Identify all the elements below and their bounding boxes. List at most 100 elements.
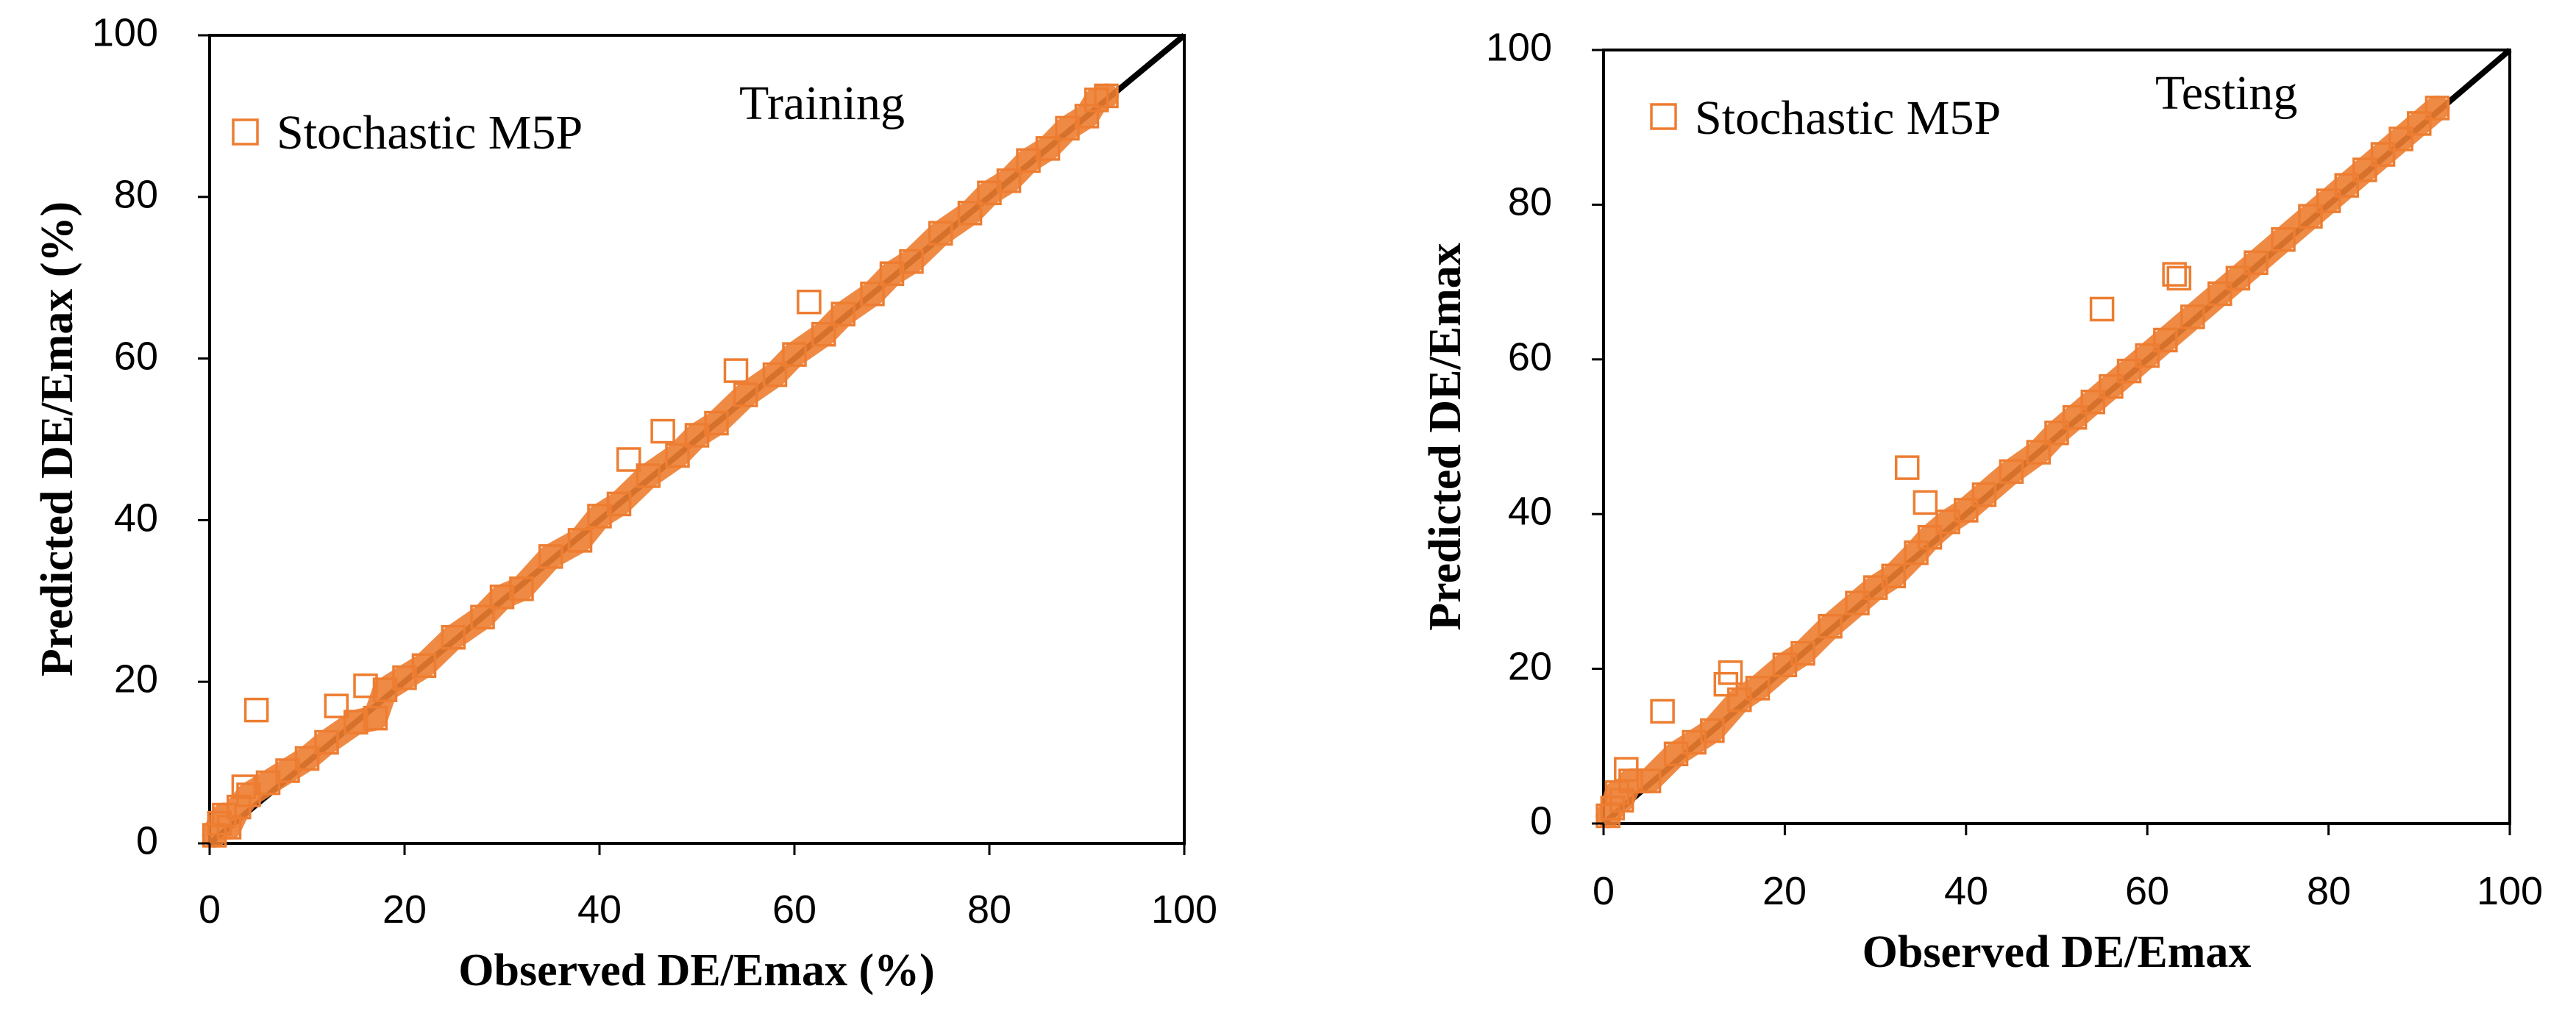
data-point	[2370, 142, 2396, 167]
x-tick-label: 0	[1593, 869, 1615, 913]
panel-annotation: Testing	[2155, 66, 2297, 120]
data-point	[2316, 188, 2341, 213]
data-point	[470, 604, 495, 630]
y-tick-label: 80	[1508, 179, 1552, 224]
data-point	[567, 528, 593, 553]
data-point	[2162, 262, 2187, 287]
data-point	[1609, 787, 1634, 813]
data-point	[1881, 563, 1906, 589]
legend-marker	[232, 118, 259, 146]
data-point	[616, 447, 641, 472]
data-point	[344, 710, 369, 735]
data-point	[411, 653, 437, 678]
data-point	[1971, 482, 1997, 507]
y-axis-title: Predicted DE/Emax	[1420, 243, 1470, 631]
data-point	[538, 544, 563, 569]
data-point	[797, 289, 822, 315]
data-point	[2298, 204, 2323, 229]
y-tick-label: 20	[1508, 644, 1552, 688]
legend-label: Stochastic M5P	[1695, 91, 2001, 145]
x-tick-label: 100	[1151, 887, 1217, 932]
x-tick-label: 60	[772, 887, 816, 932]
x-tick-label: 40	[1944, 869, 1988, 913]
data-point	[1094, 83, 1119, 109]
panel-annotation: Training	[739, 76, 905, 130]
data-point	[2244, 250, 2269, 276]
legend-marker	[1650, 103, 1677, 130]
x-tick-label: 100	[2477, 869, 2543, 913]
data-point	[1954, 498, 1979, 523]
plot-frame	[208, 34, 1186, 845]
data-point	[489, 585, 515, 610]
data-point	[2388, 126, 2413, 151]
y-tick-label: 60	[114, 334, 158, 378]
y-tick-label: 60	[1508, 335, 1552, 379]
marks-layer	[202, 32, 1186, 849]
data-point	[1894, 455, 1920, 480]
data-point	[509, 576, 534, 601]
data-point	[1636, 768, 1662, 793]
data-point	[2044, 420, 2069, 446]
plot-frame	[1602, 49, 2511, 825]
y-tick-label: 0	[1530, 799, 1552, 843]
data-point	[665, 443, 690, 468]
data-point	[1913, 490, 1938, 515]
data-point	[324, 693, 349, 718]
y-tick-label: 100	[1486, 25, 1552, 69]
data-point	[1035, 136, 1061, 161]
x-tick-label: 80	[967, 887, 1011, 932]
data-point	[957, 201, 983, 226]
data-point	[2080, 389, 2106, 415]
data-point	[294, 746, 320, 771]
data-point	[1845, 590, 1870, 615]
data-point	[231, 774, 257, 799]
data-point	[1999, 459, 2024, 485]
data-point	[2089, 296, 2115, 322]
marks-layer	[1595, 47, 2512, 829]
data-point	[2334, 173, 2359, 198]
data-point	[636, 463, 661, 488]
x-tick-label: 80	[2307, 869, 2351, 913]
data-point	[2407, 111, 2432, 136]
data-point	[1650, 699, 1675, 724]
data-point	[1790, 640, 1815, 666]
data-point	[899, 249, 924, 274]
chart-testing: 0 20 40 60 80 100 0 20 40 60 80 100 Obse…	[1420, 25, 2543, 977]
data-point	[1600, 796, 1626, 821]
data-point	[2166, 265, 2192, 291]
data-point	[2352, 157, 2377, 182]
data-point	[2153, 327, 2178, 353]
data-point	[1718, 660, 1743, 685]
data-point	[2207, 281, 2232, 307]
chart-training: 0 20 40 60 80 100 0 20 40 60 80 100 Obse…	[32, 10, 1217, 996]
data-point	[243, 697, 269, 723]
data-point	[1818, 613, 1843, 639]
data-point	[704, 410, 729, 436]
data-point	[314, 729, 339, 755]
data-point	[762, 362, 788, 387]
y-tick-label: 40	[1508, 489, 1552, 533]
x-tick-label: 20	[383, 887, 427, 932]
data-point	[928, 221, 953, 246]
data-point	[733, 382, 758, 407]
y-tick-label: 40	[114, 496, 158, 540]
legend-label: Stochastic M5P	[277, 106, 583, 160]
series-band	[202, 83, 1119, 849]
y-tick-label: 0	[136, 818, 158, 862]
data-point	[1700, 718, 1725, 743]
series-band	[1595, 95, 2450, 829]
data-point	[2271, 226, 2296, 252]
data-point	[2180, 304, 2205, 329]
x-tick-label: 0	[199, 887, 221, 932]
data-point	[2424, 96, 2450, 121]
x-tick-label: 60	[2125, 869, 2169, 913]
data-point	[2026, 440, 2052, 465]
y-axis-title: Predicted DE/Emax (%)	[32, 201, 82, 676]
data-point	[860, 281, 885, 307]
y-tick-label: 100	[92, 10, 158, 54]
tick-layer	[198, 34, 1186, 855]
x-tick-label: 40	[577, 887, 622, 932]
y-tick-label: 80	[114, 172, 158, 216]
data-point	[830, 301, 855, 326]
